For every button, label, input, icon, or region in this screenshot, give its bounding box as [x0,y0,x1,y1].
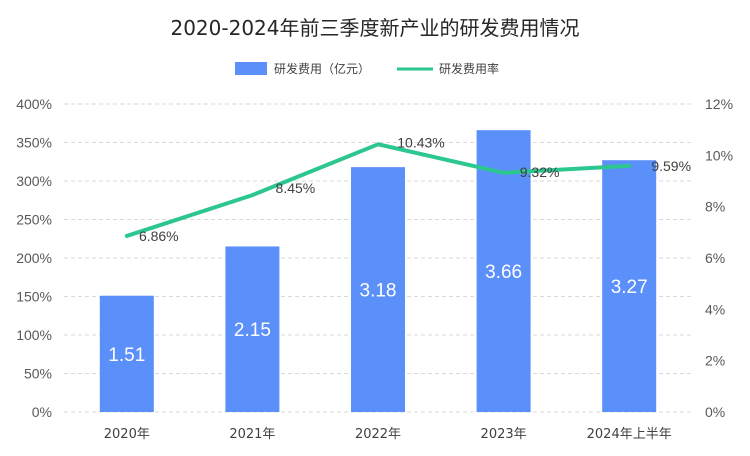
line-value-label: 9.59% [651,158,691,174]
bar-value-label: 2.15 [234,320,271,341]
line-value-label: 8.45% [276,180,316,196]
legend-line-label: 研发费用率 [439,61,499,76]
bar [225,246,280,412]
legend-bar-swatch [235,62,267,75]
bar [476,130,531,412]
bar-value-label: 3.27 [611,277,648,298]
bar-value-label: 1.51 [108,345,145,366]
left-axis-tick-label: 150% [16,289,52,305]
left-axis-tick-label: 100% [16,327,52,343]
bar-value-label: 3.18 [360,281,397,302]
right-axis-tick-label: 10% [705,147,733,163]
bar [99,295,154,412]
right-axis-tick-label: 12% [705,96,733,112]
x-axis-tick-label: 2022年 [355,427,401,442]
right-axis-tick-label: 0% [705,404,725,420]
left-axis-tick-label: 0% [32,404,52,420]
line-value-label: 10.43% [397,134,444,150]
right-axis-tick-label: 4% [705,301,725,317]
left-axis-tick-label: 350% [16,135,52,151]
left-axis-tick-label: 400% [16,96,52,112]
line-value-label: 9.32% [520,164,560,180]
legend-bar-label: 研发费用（亿元） [274,61,370,76]
x-axis-ticks: 2020年 2021年 2022年 2023年 2024年上半年 [104,427,672,442]
left-axis-tick-label: 300% [16,173,52,189]
left-axis-tick-label: 200% [16,250,52,266]
bar-series [99,130,657,412]
series-line [124,142,632,238]
x-axis-tick-label: 2020年 [104,427,150,442]
bar [602,160,657,412]
left-axis-tick-label: 50% [24,366,52,382]
x-axis-tick-label: 2021年 [229,427,275,442]
line-value-labels: 6.86% 8.45% 10.43% 9.32% 9.59% [139,134,691,244]
line-value-label: 6.86% [139,228,179,244]
right-axis-tick-label: 2% [705,353,725,369]
right-axis-tick-label: 8% [705,199,725,215]
legend: 研发费用（亿元） 研发费用率 [235,61,499,76]
line-series [124,142,632,238]
chart-title: 2020-2024年前三季度新产业的研发费用情况 [170,16,579,40]
bar-value-labels: 1.51 2.15 3.18 3.66 3.27 [108,262,647,366]
bar [351,167,405,412]
x-axis-tick-label: 2023年 [481,427,527,442]
x-axis-tick-label: 2024年上半年 [587,427,672,442]
bar-value-label: 3.66 [485,262,522,283]
left-axis-ticks: 0% 50% 100% 150% 200% 250% 300% 350% 400% [16,96,52,420]
left-axis-tick-label: 250% [16,212,52,228]
right-axis-tick-label: 6% [705,250,725,266]
right-axis-ticks: 0% 2% 4% 6% 8% 10% 12% [705,96,733,420]
